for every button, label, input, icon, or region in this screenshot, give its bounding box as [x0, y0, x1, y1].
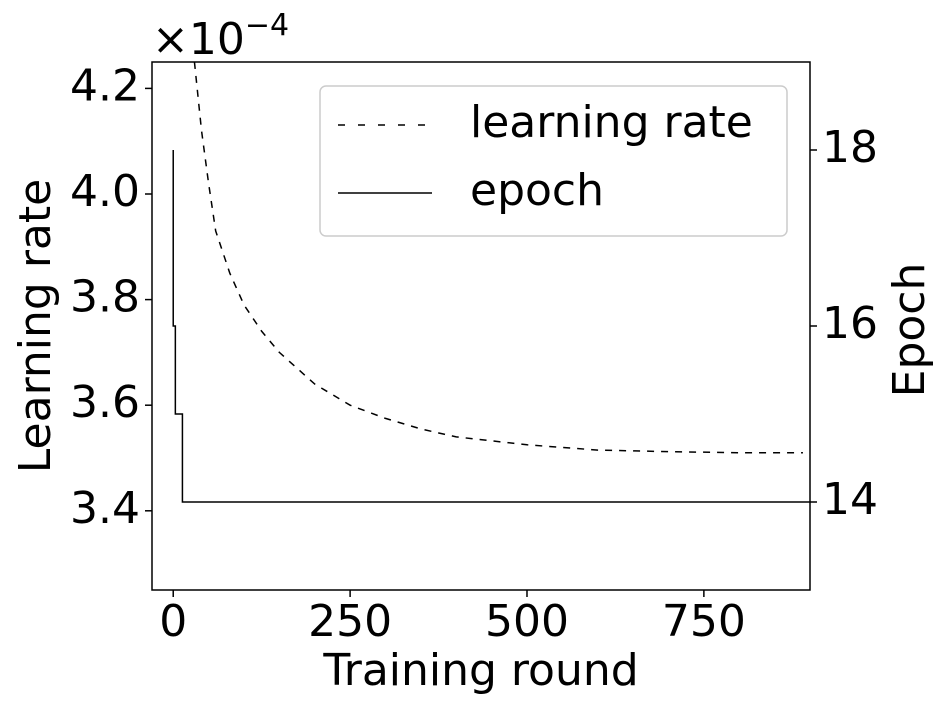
legend-label: learning rate [470, 97, 753, 148]
y-tick-label: 4.0 [70, 166, 140, 217]
x-axis-label: Training round [322, 645, 638, 696]
series-line [172, 150, 810, 503]
x-tick-label: 750 [662, 596, 746, 647]
y2-tick-label: 16 [822, 298, 878, 349]
y-tick-label: 3.6 [70, 377, 140, 428]
x-tick-label: 250 [308, 596, 392, 647]
y2-axis-label: Epoch [884, 263, 935, 398]
y2-tick-label: 14 [822, 474, 878, 525]
legend-label: epoch [470, 165, 604, 216]
y-tick-label: 3.4 [70, 483, 140, 534]
y-scale-exponent: −4 [245, 8, 289, 43]
plot-frame [151, 61, 811, 591]
y-tick-label: 4.2 [70, 60, 140, 111]
x-tick-label: 500 [485, 596, 569, 647]
y2-tick-label: 18 [822, 122, 878, 173]
x-tick-label: 0 [159, 596, 187, 647]
y-scale-label: ×10−4 [152, 8, 289, 66]
y-axis-label: Learning rate [10, 179, 61, 473]
series-line [193, 62, 803, 454]
y-tick-label: 3.8 [70, 272, 140, 323]
legend-box [319, 85, 788, 237]
y-scale-base: ×10 [152, 14, 245, 65]
